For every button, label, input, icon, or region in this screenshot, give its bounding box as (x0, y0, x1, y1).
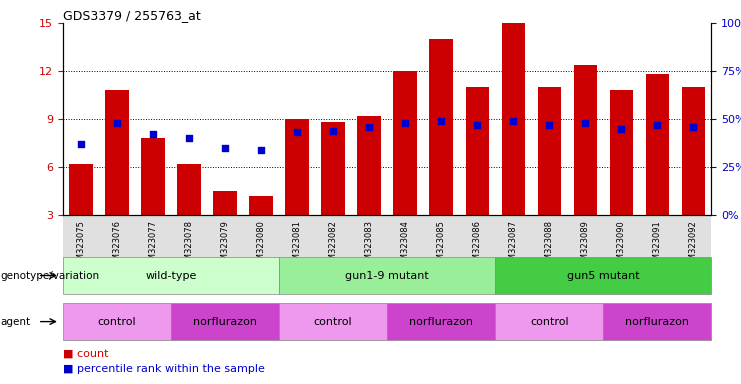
Text: control: control (530, 316, 568, 327)
Text: agent: agent (1, 316, 31, 327)
Text: control: control (98, 316, 136, 327)
Text: norflurazon: norflurazon (625, 316, 689, 327)
Point (75, 141, 87, 147)
Point (183, 135, 195, 141)
Text: ■ count: ■ count (63, 349, 108, 359)
Bar (357, 116, 381, 215)
Text: control: control (314, 316, 353, 327)
Text: wild-type: wild-type (145, 270, 196, 281)
Text: gun5 mutant: gun5 mutant (567, 270, 639, 281)
Point (219, 145, 231, 151)
Bar (250, 196, 273, 215)
Bar (393, 71, 417, 215)
Bar (70, 164, 93, 215)
Text: GDS3379 / 255763_at: GDS3379 / 255763_at (63, 9, 201, 22)
Point (543, 122, 555, 128)
Text: norflurazon: norflurazon (409, 316, 473, 327)
Text: genotype/variation: genotype/variation (1, 270, 100, 281)
Point (255, 147, 267, 153)
Point (651, 122, 663, 128)
Point (291, 129, 303, 136)
Text: norflurazon: norflurazon (193, 316, 257, 327)
Bar (430, 39, 453, 215)
Bar (142, 138, 165, 215)
Point (399, 120, 411, 126)
Bar (682, 87, 705, 215)
Point (471, 122, 483, 128)
Point (328, 127, 339, 134)
Text: ■ percentile rank within the sample: ■ percentile rank within the sample (63, 364, 265, 374)
Point (688, 124, 700, 130)
Point (615, 126, 627, 132)
Point (435, 118, 447, 124)
Bar (645, 74, 669, 215)
Bar (213, 191, 237, 215)
Bar (285, 119, 309, 215)
Point (111, 120, 123, 126)
Bar (537, 87, 561, 215)
Text: gun1-9 mutant: gun1-9 mutant (345, 270, 429, 281)
Bar (322, 122, 345, 215)
Bar (465, 87, 489, 215)
Bar (177, 164, 201, 215)
Bar (105, 90, 129, 215)
Bar (610, 90, 633, 215)
Bar (502, 23, 525, 215)
Point (508, 118, 519, 124)
Bar (574, 65, 597, 215)
Point (147, 131, 159, 137)
Point (363, 124, 375, 130)
Point (579, 120, 591, 126)
